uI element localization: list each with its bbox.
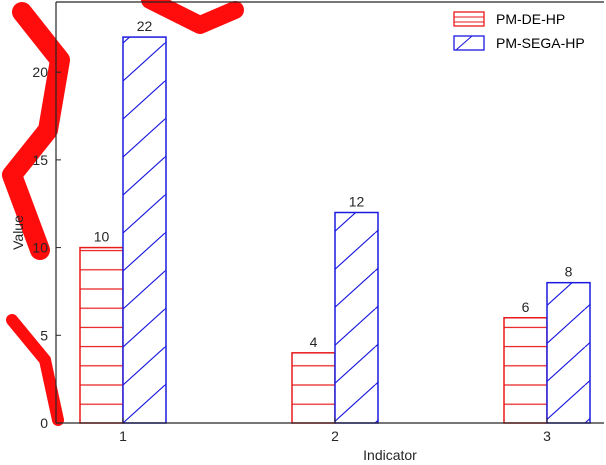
bar-pm-sega-hp-1: [122, 36, 167, 424]
legend-entry-label: PM-SEGA-HP: [496, 35, 585, 51]
y-tick-label: 5: [40, 327, 48, 343]
x-tick-label: 2: [331, 428, 339, 444]
legend-entry-label: PM-DE-HP: [496, 11, 565, 27]
data-label: 10: [94, 229, 110, 245]
x-axis-label: Indicator: [363, 447, 417, 463]
watermark-stroke: [2, 0, 244, 426]
x-tick-label: 1: [119, 428, 127, 444]
legend-hatch-line: [455, 35, 473, 51]
data-label: 6: [522, 299, 530, 315]
y-axis-label: Value: [10, 215, 26, 250]
bar-pm-de-hp-3: [503, 317, 548, 424]
data-label: 4: [310, 334, 318, 350]
y-tick-label: 0: [40, 415, 48, 431]
y-tick-label: 20: [32, 64, 48, 80]
bar-pm-sega-hp-2: [334, 211, 379, 424]
legend-swatch: [453, 35, 485, 51]
bar-pm-de-hp-1: [79, 246, 124, 424]
legend-swatch: [453, 11, 485, 27]
bar-pm-sega-hp-3: [546, 281, 591, 424]
plot-area: 10 4 6 22 12 8: [79, 18, 591, 424]
x-tick-label: 3: [543, 428, 551, 444]
bar-pm-de-hp-2: [291, 352, 336, 424]
data-label: 22: [137, 18, 153, 34]
legend: PM-DE-HP PM-SEGA-HP: [445, 3, 606, 59]
y-tick-label: 15: [32, 152, 48, 168]
y-tick-label: 10: [32, 240, 48, 256]
data-label: 12: [349, 194, 365, 210]
data-label: 8: [565, 264, 573, 280]
